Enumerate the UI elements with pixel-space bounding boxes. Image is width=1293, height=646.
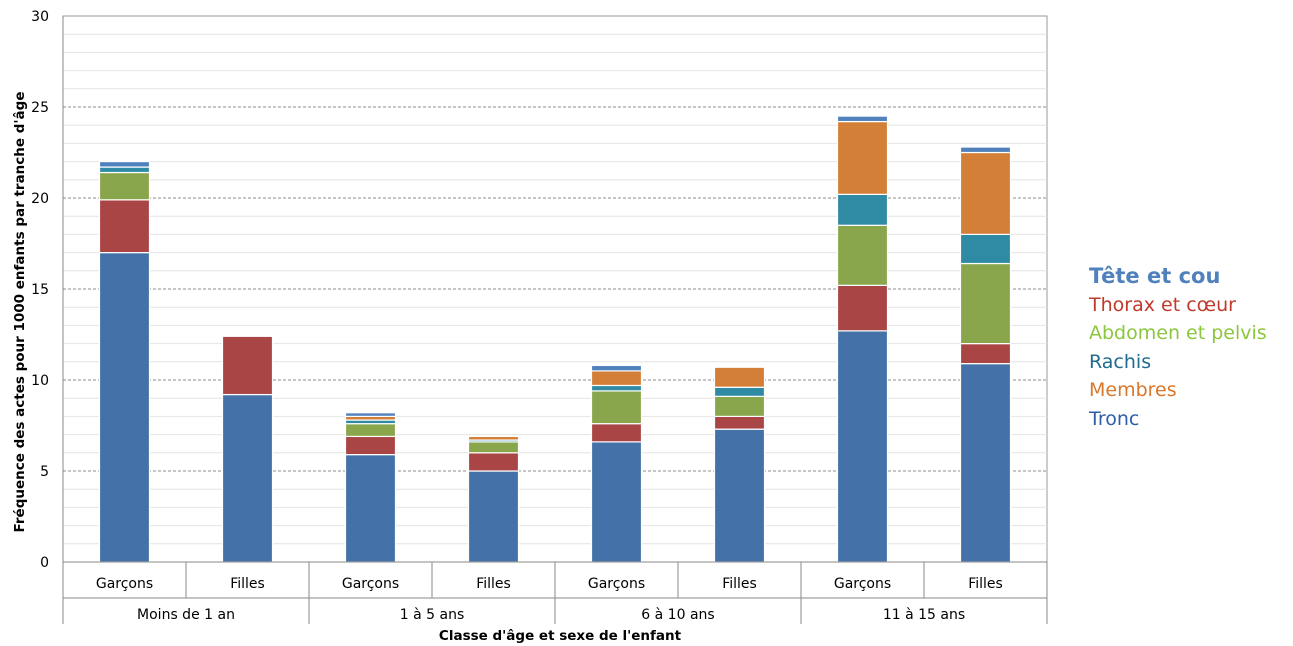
bar-segment-thorax-et-c-ur-3 (467, 452, 520, 472)
bar-segment-abdomen-et-pelvis-2 (344, 423, 397, 438)
bar-segment-membres-7 (959, 151, 1012, 236)
bar-segment-tronc-0 (98, 252, 151, 563)
bar-segment-abdomen-et-pelvis-6 (836, 224, 889, 286)
bar-segment-membres-6 (836, 120, 889, 195)
legend-item-rachis: Rachis (1089, 350, 1152, 373)
x-group-label: 11 à 15 ans (883, 607, 965, 623)
y-axis-title: Fréquence des actes pour 1000 enfants pa… (12, 92, 28, 533)
bar-segment-rachis-7 (959, 233, 1012, 265)
bar-segment-tronc-1 (221, 393, 274, 563)
x-category-label: Filles (722, 576, 757, 592)
axes (62, 16, 1048, 624)
bar-segment-thorax-et-c-ur-7 (959, 343, 1012, 365)
bar-segment-tronc-4 (590, 441, 643, 563)
bar-segment-abdomen-et-pelvis-3 (467, 441, 520, 454)
bar-segment-thorax-et-c-ur-4 (590, 423, 643, 443)
y-tick-label: 10 (31, 373, 49, 389)
x-category-label: Filles (968, 576, 1003, 592)
bar-segment-membres-5 (713, 366, 766, 388)
bar-segment-thorax-et-c-ur-5 (713, 415, 766, 430)
bar-segment-abdomen-et-pelvis-5 (713, 395, 766, 418)
bar-segment-thorax-et-c-ur-1 (221, 335, 274, 396)
bar-segment-thorax-et-c-ur-6 (836, 284, 889, 332)
y-tick-labels: 0 5 10 15 20 25 30 (31, 9, 49, 571)
x-category-label: Garçons (588, 576, 645, 592)
bar-segment-rachis-0 (98, 166, 151, 174)
legend-item-tronc: Tronc (1089, 407, 1140, 430)
x-group-label: Moins de 1 an (137, 607, 235, 623)
legend-item-membres: Membres (1089, 379, 1177, 401)
bar-segment-rachis-4 (590, 384, 643, 392)
bar-segment-tronc-7 (959, 363, 1012, 563)
legend-item-tete-et-cou: Tête et cou (1089, 264, 1221, 288)
x-axis-title: Classe d'âge et sexe de l'enfant (439, 628, 682, 644)
x-category-labels: Garçons Filles Garçons Filles Garçons Filles G… (96, 576, 1003, 623)
bar-segment-tronc-2 (344, 454, 397, 563)
bar-segment-rachis-5 (713, 386, 766, 397)
bar-segment-thorax-et-c-ur-2 (344, 435, 397, 456)
grid-lines (62, 15, 1048, 563)
bar-stacks (98, 115, 1012, 563)
y-tick-label: 30 (31, 9, 49, 25)
bar-segment-t-te-et-cou-0 (98, 161, 151, 168)
x-category-label: Filles (230, 576, 265, 592)
bar-segment-t-te-et-cou-6 (836, 115, 889, 123)
bar-segment-abdomen-et-pelvis-0 (98, 171, 151, 201)
legend-item-thorax-et-coeur: Thorax et cœur (1089, 293, 1236, 316)
y-tick-label: 0 (40, 555, 49, 571)
bar-segment-thorax-et-c-ur-0 (98, 199, 151, 254)
bar-segment-t-te-et-cou-4 (590, 364, 643, 372)
bar-segment-t-te-et-cou-7 (959, 146, 1012, 154)
legend-item-abdomen-et-pelvis: Abdomen et pelvis (1089, 322, 1267, 344)
x-category-label: Garçons (834, 576, 891, 592)
x-category-label: Garçons (342, 576, 399, 592)
x-group-label: 6 à 10 ans (641, 607, 714, 623)
y-tick-label: 20 (31, 191, 49, 207)
x-category-label: Filles (476, 576, 511, 592)
y-tick-label: 5 (40, 464, 49, 480)
bar-segment-membres-3 (467, 435, 520, 441)
bar-segment-tronc-5 (713, 428, 766, 563)
bar-segment-rachis-6 (836, 193, 889, 226)
bar-segment-abdomen-et-pelvis-4 (590, 390, 643, 425)
bar-segment-abdomen-et-pelvis-7 (959, 262, 1012, 345)
legend: Tête et cou Thorax et cœur Abdomen et pe… (1089, 262, 1267, 433)
x-category-label: Garçons (96, 576, 153, 592)
bar-segment-t-te-et-cou-2 (344, 412, 397, 418)
x-group-label: 1 à 5 ans (400, 607, 465, 623)
bar-segment-tronc-3 (467, 470, 520, 563)
bar-segment-membres-4 (590, 370, 643, 387)
y-tick-label: 15 (31, 282, 49, 298)
bar-segment-tronc-6 (836, 330, 889, 563)
y-tick-label: 25 (31, 100, 49, 116)
